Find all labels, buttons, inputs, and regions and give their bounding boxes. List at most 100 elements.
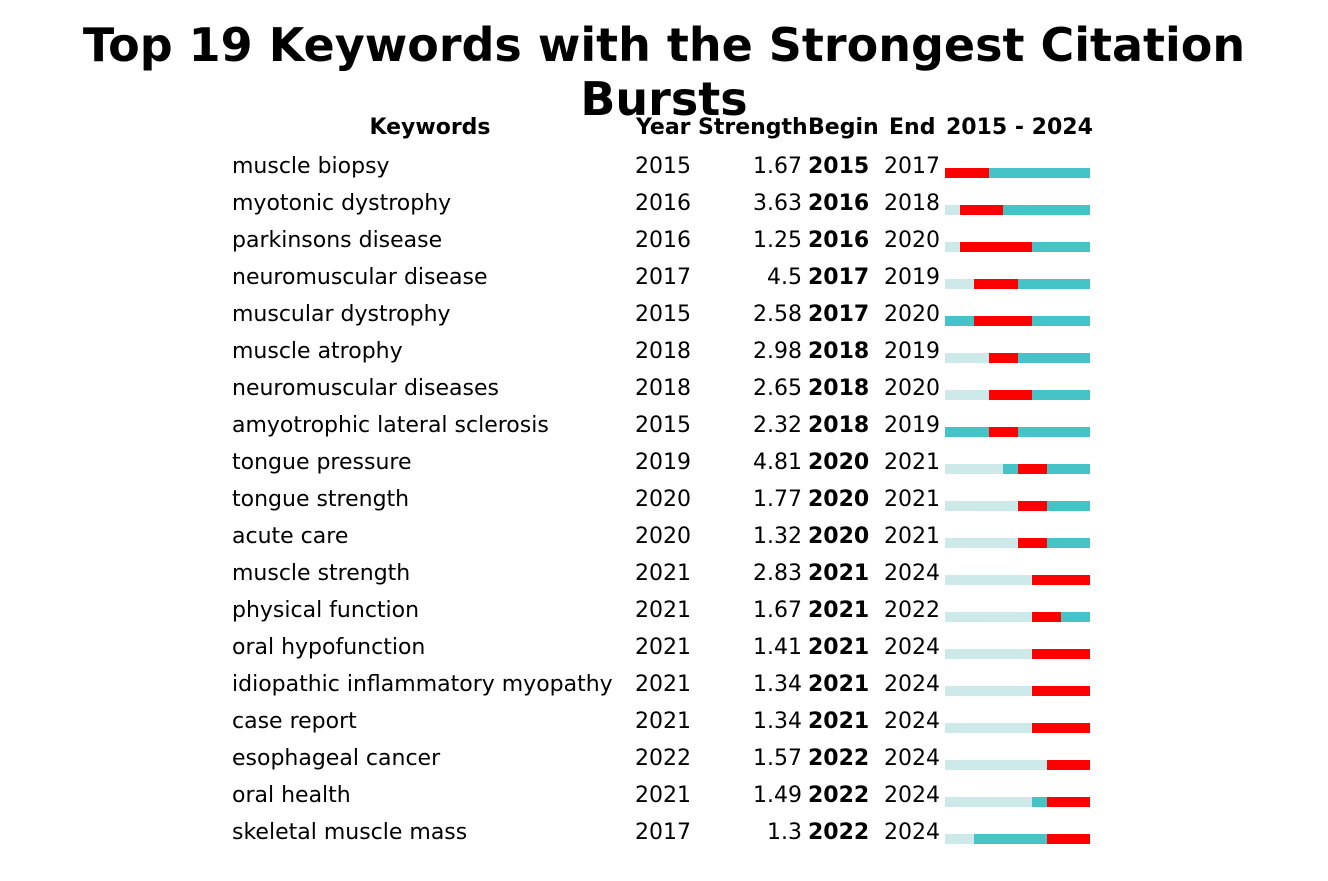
table-row: esophageal cancer 2022 1.57 2022 2024 bbox=[0, 744, 1328, 781]
burst-timeline bbox=[945, 538, 1090, 548]
end-value: 2019 bbox=[884, 339, 940, 364]
begin-value: 2020 bbox=[808, 524, 870, 549]
begin-value: 2021 bbox=[808, 672, 870, 697]
burst-timeline bbox=[945, 834, 1090, 844]
begin-value: 2020 bbox=[808, 487, 870, 512]
keyword-label: parkinsons disease bbox=[232, 228, 443, 253]
active-segment bbox=[1046, 464, 1090, 474]
active-segment bbox=[1032, 797, 1047, 807]
burst-segment bbox=[974, 279, 1018, 289]
year-value: 2021 bbox=[635, 672, 691, 697]
burst-segment bbox=[1046, 797, 1090, 807]
strength-value: 1.34 bbox=[753, 709, 802, 734]
pre-appearance-segment bbox=[945, 575, 1032, 585]
burst-segment bbox=[1046, 760, 1090, 770]
header-year: Year bbox=[636, 115, 691, 140]
pre-appearance-segment bbox=[945, 390, 989, 400]
table-row: skeletal muscle mass 2017 1.3 2022 2024 bbox=[0, 818, 1328, 855]
active-segment bbox=[974, 834, 1047, 844]
pre-appearance-segment bbox=[945, 205, 960, 215]
burst-segment bbox=[1017, 538, 1047, 548]
burst-timeline bbox=[945, 464, 1090, 474]
end-value: 2024 bbox=[884, 672, 940, 697]
end-value: 2017 bbox=[884, 154, 940, 179]
end-value: 2024 bbox=[884, 746, 940, 771]
keyword-label: muscle biopsy bbox=[232, 154, 390, 179]
chart-title: Top 19 Keywords with the Strongest Citat… bbox=[82, 18, 1246, 126]
active-segment bbox=[1017, 279, 1090, 289]
burst-timeline bbox=[945, 316, 1090, 326]
table-row: amyotrophic lateral sclerosis 2015 2.32 201… bbox=[0, 411, 1328, 448]
strength-value: 1.34 bbox=[753, 672, 802, 697]
active-segment bbox=[1032, 242, 1090, 252]
begin-value: 2020 bbox=[808, 450, 870, 475]
end-value: 2024 bbox=[884, 820, 940, 845]
pre-appearance-segment bbox=[945, 723, 1032, 733]
year-value: 2016 bbox=[635, 228, 691, 253]
keyword-label: muscle atrophy bbox=[232, 339, 403, 364]
pre-appearance-segment bbox=[945, 612, 1032, 622]
end-value: 2020 bbox=[884, 228, 940, 253]
burst-segment bbox=[974, 316, 1032, 326]
table-row: myotonic dystrophy 2016 3.63 2016 2018 bbox=[0, 189, 1328, 226]
keyword-label: neuromuscular diseases bbox=[232, 376, 499, 401]
pre-appearance-segment bbox=[945, 464, 1003, 474]
begin-value: 2015 bbox=[808, 154, 870, 179]
year-value: 2018 bbox=[635, 339, 691, 364]
end-value: 2024 bbox=[884, 709, 940, 734]
keyword-label: myotonic dystrophy bbox=[232, 191, 452, 216]
burst-timeline bbox=[945, 501, 1090, 511]
pre-appearance-segment bbox=[945, 501, 1018, 511]
table-row: idiopathic inflammatory myopathy 2021 1.34… bbox=[0, 670, 1328, 707]
burst-segment bbox=[988, 353, 1018, 363]
strength-value: 2.83 bbox=[753, 561, 802, 586]
strength-value: 2.58 bbox=[753, 302, 802, 327]
burst-timeline bbox=[945, 390, 1090, 400]
strength-value: 1.67 bbox=[753, 154, 802, 179]
year-value: 2020 bbox=[635, 524, 691, 549]
keyword-label: skeletal muscle mass bbox=[232, 820, 468, 845]
burst-timeline bbox=[945, 168, 1090, 178]
end-value: 2020 bbox=[884, 376, 940, 401]
begin-value: 2021 bbox=[808, 709, 870, 734]
end-value: 2021 bbox=[884, 524, 940, 549]
table-row: muscular dystrophy 2015 2.58 2017 2020 bbox=[0, 300, 1328, 337]
year-value: 2021 bbox=[635, 598, 691, 623]
active-segment bbox=[1032, 390, 1090, 400]
table-row: neuromuscular disease 2017 4.5 2017 2019 bbox=[0, 263, 1328, 300]
pre-appearance-segment bbox=[945, 242, 960, 252]
year-value: 2015 bbox=[635, 154, 691, 179]
burst-segment bbox=[1017, 464, 1047, 474]
begin-value: 2022 bbox=[808, 746, 870, 771]
active-segment bbox=[945, 427, 989, 437]
burst-timeline bbox=[945, 797, 1090, 807]
begin-value: 2017 bbox=[808, 265, 870, 290]
begin-value: 2018 bbox=[808, 413, 870, 438]
burst-segment bbox=[1032, 686, 1090, 696]
pre-appearance-segment bbox=[945, 279, 974, 289]
burst-timeline bbox=[945, 427, 1090, 437]
active-segment bbox=[988, 168, 1090, 178]
begin-value: 2021 bbox=[808, 561, 870, 586]
table-row: parkinsons disease 2016 1.25 2016 2020 bbox=[0, 226, 1328, 263]
end-value: 2024 bbox=[884, 635, 940, 660]
burst-segment bbox=[1032, 575, 1090, 585]
strength-value: 1.32 bbox=[753, 524, 802, 549]
year-value: 2016 bbox=[635, 191, 691, 216]
strength-value: 1.41 bbox=[753, 635, 802, 660]
strength-value: 4.5 bbox=[767, 265, 802, 290]
pre-appearance-segment bbox=[945, 797, 1032, 807]
table-row: tongue pressure 2019 4.81 2020 2021 bbox=[0, 448, 1328, 485]
burst-segment bbox=[1032, 612, 1061, 622]
header-keywords: Keywords bbox=[369, 115, 491, 140]
end-value: 2024 bbox=[884, 783, 940, 808]
active-segment bbox=[1046, 501, 1090, 511]
active-segment bbox=[1003, 205, 1090, 215]
burst-segment bbox=[1046, 834, 1090, 844]
year-value: 2015 bbox=[635, 413, 691, 438]
table-row: muscle strength 2021 2.83 2021 2024 bbox=[0, 559, 1328, 596]
pre-appearance-segment bbox=[945, 834, 974, 844]
burst-timeline bbox=[945, 575, 1090, 585]
active-segment bbox=[1003, 464, 1018, 474]
